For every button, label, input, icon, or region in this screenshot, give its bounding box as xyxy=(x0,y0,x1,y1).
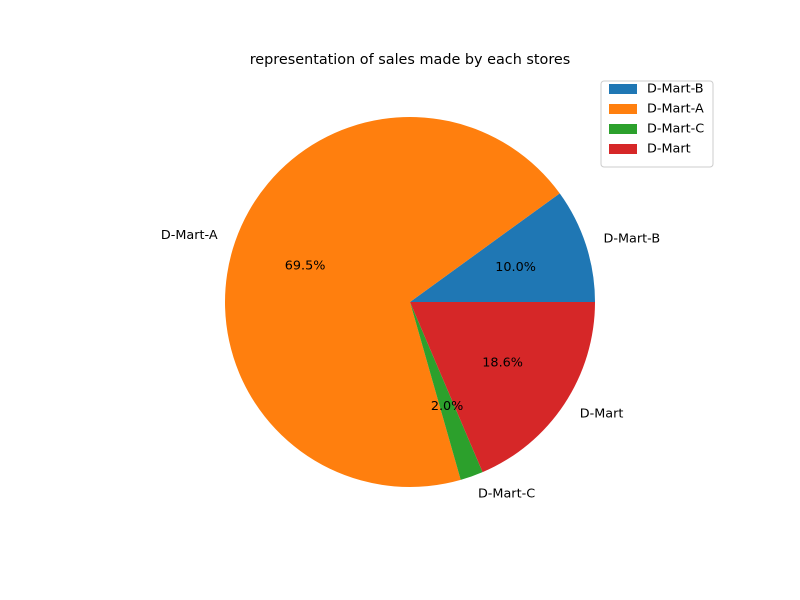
percent-label-d-mart-b: 10.0% xyxy=(495,260,536,275)
legend-swatch-d-mart-b xyxy=(609,84,637,94)
pie-slice-d-mart xyxy=(410,302,595,473)
chart-title: representation of sales made by each sto… xyxy=(250,52,571,68)
legend-label-d-mart-c: D-Mart-C xyxy=(647,122,704,137)
legend-label-d-mart: D-Mart xyxy=(647,142,691,157)
category-label-d-mart-c: D-Mart-C xyxy=(478,486,535,501)
percent-labels: 10.0% 69.5% 2.0% 18.6% xyxy=(285,258,536,414)
category-label-d-mart-a: D-Mart-A xyxy=(161,228,218,243)
legend-swatch-d-mart xyxy=(609,144,637,154)
legend-label-d-mart-a: D-Mart-A xyxy=(647,102,704,117)
percent-label-d-mart-a: 69.5% xyxy=(285,258,326,273)
legend-swatch-d-mart-c xyxy=(609,124,637,134)
percent-label-d-mart: 18.6% xyxy=(482,356,523,371)
pie-slice-d-mart-c xyxy=(410,302,483,480)
percent-label-d-mart-c: 2.0% xyxy=(431,399,464,414)
category-labels: D-Mart-B D-Mart-A D-Mart-C D-Mart xyxy=(161,228,660,501)
legend-label-d-mart-b: D-Mart-B xyxy=(647,82,704,97)
pie-slices xyxy=(225,117,595,487)
legend-swatch-d-mart-a xyxy=(609,104,637,114)
pie-slice-d-mart-a xyxy=(225,117,560,487)
pie-slice-d-mart-b xyxy=(410,193,595,302)
category-label-d-mart-b: D-Mart-B xyxy=(604,232,661,247)
category-label-d-mart: D-Mart xyxy=(580,407,624,422)
legend: D-Mart-B D-Mart-A D-Mart-C D-Mart xyxy=(600,80,714,168)
